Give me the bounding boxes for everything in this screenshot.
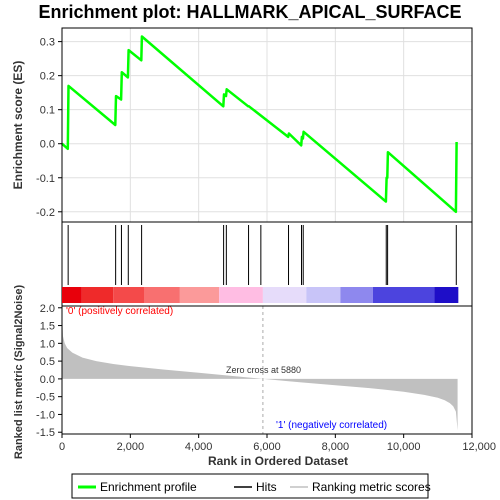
- rank-color-bar: [62, 287, 459, 303]
- x-tick-label: 12,000: [462, 441, 496, 453]
- ranking-metric-area: [62, 309, 458, 431]
- legend: Enrichment profile Hits Ranking metric s…: [71, 473, 431, 499]
- metric-y-tick-label: -1.5: [36, 427, 55, 439]
- metric-y-tick-label: 2.0: [40, 303, 55, 315]
- rank-color-band: [113, 287, 144, 303]
- es-y-tick-label: 0.0: [40, 139, 55, 151]
- es-y-axis-label: Enrichment score (ES): [11, 61, 25, 190]
- rank-color-band: [340, 287, 373, 303]
- metric-y-tick-label: 1.5: [40, 321, 55, 333]
- legend-metric-label: Ranking metric scores: [312, 480, 431, 494]
- metric-y-axis: -1.5 -1.0 -0.5 0.0 0.5 1.0 1.5 2.0: [36, 303, 62, 439]
- rank-color-band: [262, 287, 307, 303]
- rank-color-band: [81, 287, 114, 303]
- metric-y-tick-label: 1.0: [40, 338, 55, 350]
- metric-y-tick-label: 0.0: [40, 374, 55, 386]
- rank-color-band: [434, 287, 459, 303]
- x-tick-label: 2,000: [117, 441, 145, 453]
- x-tick-label: 8,000: [322, 441, 350, 453]
- negative-correlation-label: '1' (negatively correlated): [276, 420, 387, 431]
- rank-color-band: [62, 287, 82, 303]
- x-tick-label: 6,000: [253, 441, 281, 453]
- x-axis-label: Rank in Ordered Dataset: [208, 454, 348, 468]
- x-tick-label: 4,000: [185, 441, 213, 453]
- metric-panel: -1.5 -1.0 -0.5 0.0 0.5 1.0 1.5 2.0 0 2,000 4,000 6…: [13, 285, 496, 468]
- es-panel: -0.2 -0.1 0.0 0.1 0.2 0.3 Enrichment score (E…: [11, 27, 473, 223]
- es-y-axis: -0.2 -0.1 0.0 0.1 0.2 0.3: [36, 37, 62, 219]
- chart-title: Enrichment plot: HALLMARK_APICAL_SURFACE: [38, 2, 461, 22]
- rank-color-band: [372, 287, 435, 303]
- positive-correlation-label: '0' (positively correlated): [66, 306, 173, 317]
- x-tick-label: 10,000: [387, 441, 421, 453]
- rank-color-band: [306, 287, 341, 303]
- rank-color-band: [219, 287, 263, 303]
- legend-hits-label: Hits: [256, 480, 277, 494]
- es-y-tick-label: 0.1: [40, 105, 55, 117]
- hit-markers: [67, 225, 457, 285]
- es-gridlines: [62, 28, 472, 222]
- rank-color-band: [179, 287, 220, 303]
- metric-y-tick-label: -0.5: [36, 392, 55, 404]
- metric-x-axis: 0 2,000 4,000 6,000 8,000 10,000 12,000: [59, 434, 496, 453]
- metric-y-axis-label: Ranked list metric (Signal2Noise): [13, 285, 25, 460]
- es-y-tick-label: -0.2: [36, 207, 55, 219]
- es-y-tick-label: 0.2: [40, 71, 55, 83]
- metric-y-tick-label: 0.5: [40, 356, 55, 368]
- es-y-tick-label: 0.3: [40, 37, 55, 49]
- metric-y-tick-label: -1.0: [36, 409, 55, 421]
- zero-cross-label: Zero cross at 5880: [226, 365, 301, 375]
- hits-panel: [61, 221, 473, 307]
- enrichment-profile-line: [61, 35, 458, 214]
- es-y-tick-label: -0.1: [36, 173, 55, 185]
- rank-color-band: [144, 287, 180, 303]
- legend-enrichment-label: Enrichment profile: [100, 480, 197, 494]
- x-tick-label: 0: [59, 441, 65, 453]
